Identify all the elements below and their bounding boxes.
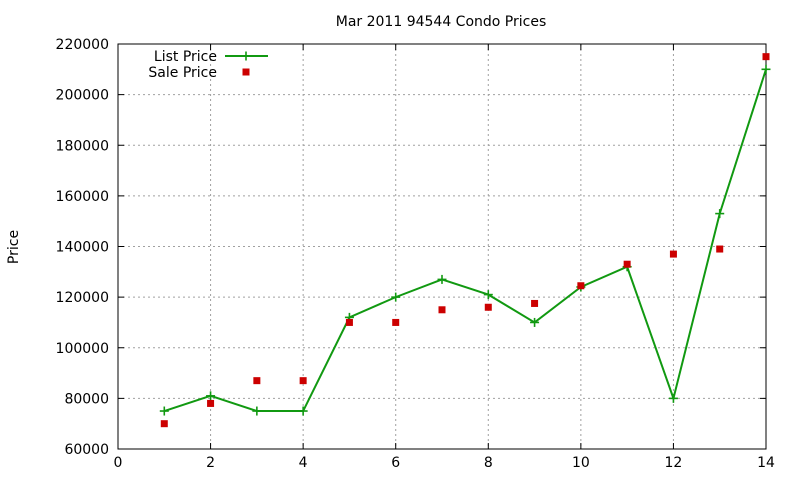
sale-price-point: [669, 250, 677, 258]
y-tick-label: 60000: [64, 442, 109, 458]
x-tick-label: 2: [206, 455, 215, 471]
sale-price-point: [299, 377, 307, 385]
x-tick-label: 14: [757, 455, 775, 471]
list-price-point: [437, 274, 447, 284]
sale-price-point: [438, 306, 446, 314]
list-price-point: [668, 393, 678, 403]
list-price-point: [483, 290, 493, 300]
sale-price-point: [392, 318, 400, 326]
legend-square-marker: [242, 68, 250, 76]
y-tick-label: 80000: [64, 391, 109, 407]
y-tick-label: 200000: [56, 88, 109, 104]
list-price-point: [159, 406, 169, 416]
series: [159, 53, 771, 428]
x-tick-label: 10: [572, 455, 590, 471]
y-tick-label: 180000: [56, 138, 109, 154]
sale-price-point: [484, 303, 492, 311]
x-tick-label: 6: [391, 455, 400, 471]
y-tick-label: 120000: [56, 290, 109, 306]
x-tick-label: 4: [299, 455, 308, 471]
sale-price-point: [716, 245, 724, 253]
y-tick-label: 100000: [56, 341, 109, 357]
list-price-point: [530, 317, 540, 327]
x-tick-label: 0: [114, 455, 123, 471]
list-price-point: [206, 391, 216, 401]
list-price-line: [163, 69, 767, 413]
sale-price-point: [160, 420, 168, 428]
sale-price-point: [762, 53, 770, 61]
sale-price-point: [531, 299, 539, 307]
list-price-point: [298, 406, 308, 416]
x-tick-label: 8: [484, 455, 493, 471]
sale-price-point: [577, 282, 585, 290]
sale-price-point: [207, 399, 215, 407]
legend-label: Sale Price: [148, 65, 217, 81]
y-tick-label: 140000: [56, 240, 109, 256]
sale-price-point: [623, 260, 631, 268]
y-axis-label: Price: [6, 230, 22, 264]
chart-title: Mar 2011 94544 Condo Prices: [336, 14, 547, 30]
grid: [118, 44, 766, 449]
sale-price-point: [253, 377, 261, 385]
axes: 0 2 4 6 8 10 12 14 60000 80000 100000 120000 140000 1…: [56, 37, 775, 471]
y-tick-label: 160000: [56, 189, 109, 205]
sale-price-point: [345, 318, 353, 326]
list-price-point: [391, 292, 401, 302]
y-tick-label: 220000: [56, 37, 109, 53]
legend-label: List Price: [154, 49, 217, 65]
list-price-point: [252, 406, 262, 416]
x-tick-label: 12: [665, 455, 683, 471]
list-price-point: [715, 209, 725, 219]
list-price-point: [761, 64, 771, 74]
legend-plus-marker: [241, 51, 251, 61]
